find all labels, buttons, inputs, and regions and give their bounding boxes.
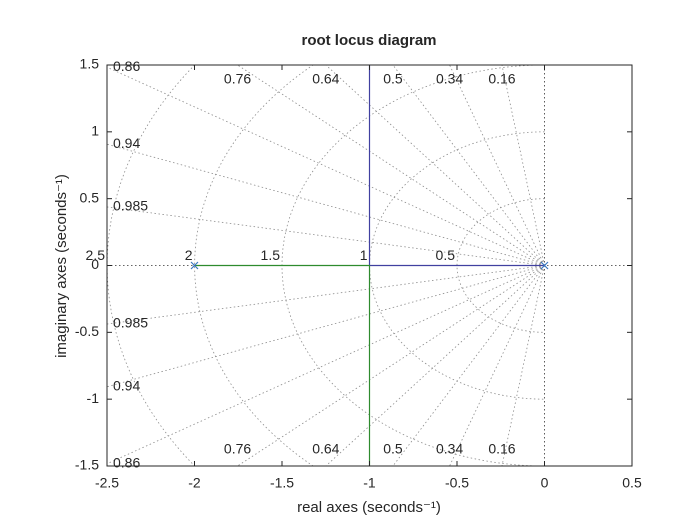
x-tick-label: -2 — [188, 475, 201, 491]
pole-marker — [190, 261, 199, 270]
plot-area — [190, 65, 549, 466]
damping-label: 0.985 — [113, 198, 148, 214]
damping-label: 0.76 — [224, 441, 251, 457]
damping-line — [392, 65, 545, 266]
damping-line — [449, 65, 545, 266]
damping-label: 0.16 — [488, 71, 515, 87]
frequency-label: 1 — [360, 247, 368, 263]
x-tick-label: -2.5 — [95, 475, 119, 491]
y-tick-label: -0.5 — [75, 323, 99, 339]
damping-label: 0.64 — [312, 71, 339, 87]
y-tick-label: 1.5 — [80, 56, 100, 72]
y-tick-label: 1 — [91, 123, 99, 139]
damping-line — [325, 65, 545, 266]
x-tick-label: 0 — [541, 475, 549, 491]
x-axis-label: real axes (seconds⁻¹) — [297, 499, 441, 516]
x-tick-label: -1 — [363, 475, 376, 491]
damping-label: 0.5 — [383, 71, 403, 87]
damping-line — [107, 265, 545, 388]
chart-title: root locus diagram — [301, 32, 436, 49]
frequency-label: 0.5 — [436, 247, 456, 263]
x-tick-label: -1.5 — [270, 475, 294, 491]
y-tick-label: -1 — [87, 390, 100, 406]
damping-line — [449, 265, 545, 466]
x-tick-label: 0.5 — [622, 475, 642, 491]
y-tick-label: -1.5 — [75, 457, 99, 473]
x-tick-label: -0.5 — [445, 475, 469, 491]
damping-label: 0.94 — [113, 377, 140, 393]
damping-line — [392, 265, 545, 466]
damping-label: 0.985 — [113, 315, 148, 331]
y-tick-label: 0 — [91, 256, 99, 272]
damping-label: 0.16 — [488, 441, 515, 457]
damping-label: 0.64 — [312, 441, 339, 457]
damping-line — [325, 265, 545, 466]
y-tick-label: 0.5 — [80, 189, 100, 205]
y-axis-label: imaginary axes (seconds⁻¹) — [53, 174, 70, 358]
damping-label: 0.5 — [383, 441, 403, 457]
pole-marker — [540, 261, 549, 270]
damping-label: 0.34 — [436, 441, 463, 457]
damping-label: 0.34 — [436, 71, 463, 87]
frequency-label: 1.5 — [261, 247, 281, 263]
damping-label: 0.94 — [113, 135, 140, 151]
locus-branch — [194, 264, 371, 466]
damping-label: 0.86 — [113, 58, 140, 74]
frequency-label: 2 — [185, 247, 193, 263]
frequency-label: 2.5 — [86, 247, 106, 263]
damping-line — [107, 143, 545, 266]
damping-label: 0.76 — [224, 71, 251, 87]
damping-label: 0.86 — [113, 454, 140, 470]
